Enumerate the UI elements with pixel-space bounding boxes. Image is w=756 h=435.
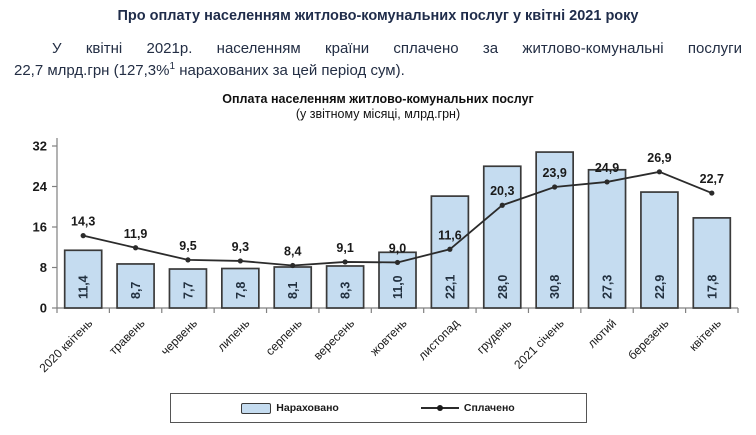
intro-line-2-text: 22,7 млрд.грн (127,3%: [14, 62, 170, 79]
bar-value-label: 7,7: [181, 282, 195, 299]
legend-line-marker-icon: [436, 405, 443, 411]
intro-line-1: У квітні 2021р. населенням країни сплаче…: [52, 40, 742, 57]
line-value-label: 24,9: [595, 161, 619, 175]
footnote-superscript: 1: [169, 61, 176, 72]
bar-value-label: 11,4: [77, 275, 91, 299]
x-axis-label: грудень: [474, 316, 514, 356]
line-marker-icon: [656, 169, 663, 175]
y-tick-label: 0: [40, 301, 47, 316]
bar: [220, 267, 260, 309]
line-value-label: 20,3: [490, 184, 514, 198]
line-marker-icon: [290, 262, 296, 269]
bar-value-label: 27,3: [601, 275, 615, 299]
legend-item-accrued: Нараховано: [241, 402, 339, 414]
bar: [116, 263, 155, 309]
x-axis-label: жовтень: [367, 316, 409, 358]
line-marker-icon: [342, 259, 348, 265]
bar-value-label: 7,8: [234, 282, 248, 299]
line-value-label: 22,7: [700, 172, 724, 186]
x-axis-label: 2021 січень: [511, 316, 567, 372]
bar: [273, 266, 313, 309]
chart-subtitle: (у звітному місяці, млрд.грн): [295, 107, 461, 121]
bar-value-label: 11,0: [391, 275, 405, 299]
chart-legend: Нараховано Сплачено: [169, 393, 587, 423]
bar: [325, 265, 365, 309]
line-marker-icon: [185, 257, 191, 263]
y-tick-label: 16: [33, 220, 47, 235]
line-value-label: 9,0: [389, 241, 406, 255]
x-axis-label: серпень: [263, 316, 305, 358]
line-marker-icon: [80, 233, 86, 239]
x-axis-label: листопад: [415, 316, 462, 363]
bar: [640, 191, 679, 309]
bar: [587, 168, 627, 309]
bar: [692, 217, 732, 309]
line-marker-icon: [447, 246, 453, 252]
line-marker-icon: [709, 190, 715, 196]
legend-accrued-label: Нараховано: [276, 402, 339, 414]
bar-value-label: 17,8: [705, 275, 719, 299]
y-tick-label: 32: [33, 139, 47, 154]
line-value-label: 14,3: [71, 215, 95, 229]
intro-line-2-tail: нарахованих за цей період сум).: [175, 62, 405, 79]
bar-value-label: 28,0: [496, 275, 510, 299]
line-value-label: 11,9: [124, 227, 148, 241]
bar-value-label: 22,1: [443, 275, 457, 299]
x-axis-label: 2020 квітень: [36, 316, 95, 375]
chart-title: Оплата населенням житлово-комунальних по…: [222, 92, 534, 106]
legend-item-paid: Сплачено: [420, 402, 515, 414]
x-axis-label: квітень: [686, 316, 724, 354]
line-value-label: 26,9: [647, 151, 671, 165]
line-marker-icon: [499, 202, 505, 208]
line-value-label: 23,9: [542, 166, 566, 180]
y-tick-label: 8: [40, 260, 47, 275]
bar: [482, 165, 522, 309]
line-value-label: 8,4: [284, 244, 301, 258]
bar: [168, 268, 208, 309]
bar-value-label: 30,8: [548, 275, 562, 299]
line-marker-icon: [394, 259, 401, 266]
legend-line-swatch: [420, 405, 459, 411]
x-axis-label: лютий: [585, 316, 619, 350]
x-axis-label: червень: [158, 316, 200, 358]
line-value-label: 9,3: [232, 240, 249, 254]
x-axis-label: березень: [625, 316, 671, 362]
bar-value-label: 8,3: [339, 282, 353, 299]
chart-plot: 0 8 16 24 32 11,4 2020 квітень 8,7 травень 7,7 чер…: [33, 138, 739, 375]
bar-value-label: 8,7: [129, 282, 143, 299]
line-marker-icon: [237, 258, 243, 264]
intro-paragraph: У квітні 2021р. населенням країни сплаче…: [14, 38, 742, 82]
line-marker-icon: [132, 245, 139, 251]
line-marker-icon: [604, 179, 610, 185]
bar-value-label: 8,1: [286, 282, 300, 299]
bar: [535, 151, 575, 309]
line-value-label: 11,6: [438, 228, 462, 242]
bar-value-label: 22,9: [653, 275, 667, 299]
x-axis-label: вересень: [311, 316, 358, 363]
x-axis-label: травень: [106, 316, 147, 357]
page-title: Про оплату населенням житлово-комунальни…: [117, 8, 639, 24]
line-marker-icon: [552, 184, 558, 190]
y-tick-label: 24: [33, 179, 48, 194]
intro-line-2: 22,7 млрд.грн (127,3%1 нарахованих за це…: [14, 60, 742, 82]
legend-paid-label: Сплачено: [463, 402, 515, 414]
line-value-label: 9,5: [179, 239, 196, 253]
x-axis-label: липень: [214, 316, 252, 354]
line-value-label: 9,1: [336, 241, 353, 255]
bar: [63, 249, 103, 309]
legend-bar-swatch: [241, 402, 272, 414]
